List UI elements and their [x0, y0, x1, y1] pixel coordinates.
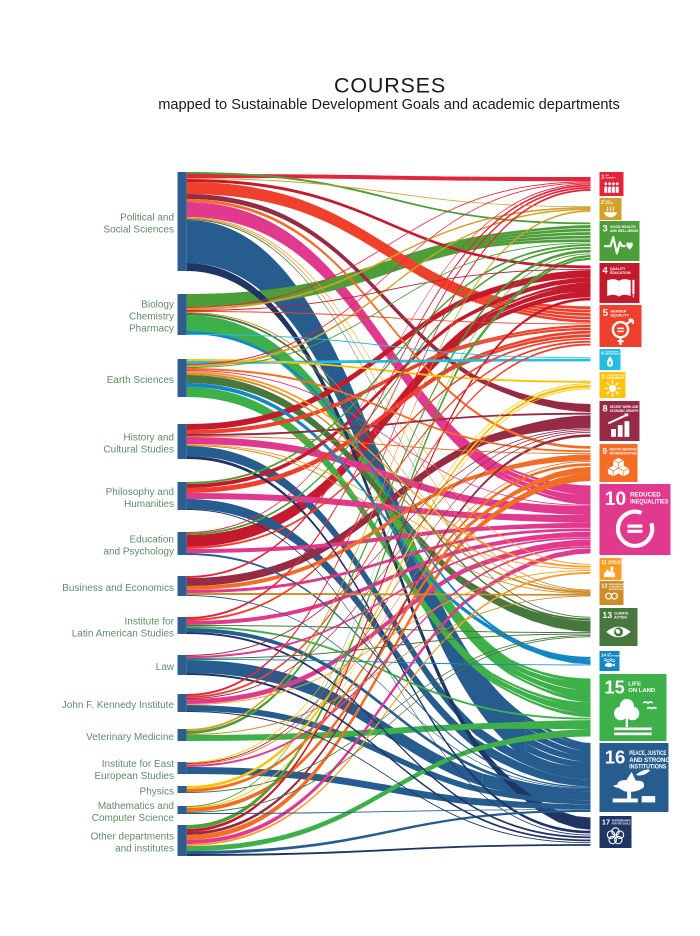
svg-text:12: 12 [601, 583, 607, 589]
svg-text:9: 9 [602, 446, 607, 456]
svg-text:CONSUMPTION: CONSUMPTION [609, 587, 625, 589]
svg-text:Humanities: Humanities [124, 499, 174, 510]
svg-text:AND COMMUNITIES: AND COMMUNITIES [608, 562, 621, 565]
svg-text:AND SANITATION: AND SANITATION [605, 353, 621, 356]
svg-text:History and: History and [123, 433, 174, 444]
svg-text:ACTION: ACTION [614, 615, 627, 619]
svg-text:LIFE: LIFE [607, 654, 612, 656]
svg-text:John F. Kennedy Institute: John F. Kennedy Institute [62, 700, 175, 711]
svg-text:8: 8 [603, 404, 608, 414]
svg-text:Business and Economics: Business and Economics [62, 583, 174, 594]
svg-text:Physics: Physics [140, 787, 174, 798]
svg-text:and institutes: and institutes [115, 844, 174, 855]
svg-text:POVERTY: POVERTY [606, 178, 617, 180]
svg-text:Cultural Studies: Cultural Studies [103, 445, 174, 456]
svg-text:PEACE, JUSTICE: PEACE, JUSTICE [629, 750, 666, 757]
svg-text:EQUALITY: EQUALITY [611, 313, 630, 317]
svg-text:ECONOMIC GROWTH: ECONOMIC GROWTH [610, 409, 639, 413]
svg-text:CLEAN ENERGY: CLEAN ENERGY [606, 377, 625, 380]
svg-text:17: 17 [602, 818, 610, 827]
svg-text:AFFORDABLE AND: AFFORDABLE AND [606, 375, 625, 378]
svg-text:Chemistry: Chemistry [129, 312, 174, 323]
svg-text:and Psychology: and Psychology [103, 547, 174, 558]
svg-text:Computer Science: Computer Science [92, 813, 175, 824]
svg-text:INDUSTRY, INNOVATION: INDUSTRY, INNOVATION [610, 448, 637, 452]
svg-text:REDUCED: REDUCED [630, 491, 661, 498]
svg-text:AND STRONG: AND STRONG [629, 757, 670, 764]
svg-text:BELOW WATER: BELOW WATER [607, 654, 621, 657]
svg-text:NO: NO [606, 175, 610, 177]
svg-text:Social Sciences: Social Sciences [103, 225, 174, 236]
svg-text:16: 16 [605, 746, 626, 767]
svg-text:QUALITY: QUALITY [610, 267, 626, 271]
svg-text:DECENT WORK AND: DECENT WORK AND [610, 405, 639, 409]
svg-text:Institute for: Institute for [125, 617, 175, 628]
svg-text:mapped to Sustainable Developm: mapped to Sustainable Development Goals … [158, 97, 620, 113]
svg-text:11: 11 [601, 560, 607, 566]
svg-text:Earth Sciences: Earth Sciences [107, 375, 174, 386]
svg-text:Veterinary Medicine: Veterinary Medicine [86, 732, 174, 743]
svg-text:ZERO: ZERO [605, 201, 611, 203]
svg-text:AND INFRASTRUCTURE: AND INFRASTRUCTURE [610, 451, 637, 455]
svg-text:GENDER: GENDER [611, 309, 627, 313]
svg-text:6: 6 [601, 351, 604, 357]
svg-text:HUNGER: HUNGER [605, 203, 614, 205]
svg-text:CLIMATE: CLIMATE [614, 612, 629, 616]
svg-text:ON LAND: ON LAND [628, 688, 655, 694]
svg-text:Political and: Political and [120, 213, 174, 224]
svg-text:Institute for East: Institute for East [102, 759, 174, 770]
svg-text:INEQUALITIES: INEQUALITIES [630, 498, 668, 505]
svg-text:GOOD HEALTH: GOOD HEALTH [610, 225, 636, 229]
svg-text:COURSES: COURSES [334, 74, 446, 98]
svg-text:CLEAN WATER: CLEAN WATER [605, 351, 619, 354]
svg-text:INSTITUTIONS: INSTITUTIONS [629, 764, 666, 771]
svg-text:4: 4 [603, 266, 609, 276]
svg-text:Education: Education [130, 535, 174, 546]
svg-text:Other departments: Other departments [91, 832, 174, 843]
svg-text:14: 14 [601, 652, 607, 657]
svg-text:AND WELL-BEING: AND WELL-BEING [610, 229, 639, 233]
svg-text:15: 15 [605, 678, 625, 698]
svg-text:Biology: Biology [141, 300, 174, 311]
svg-text:PARTNERSHIPS: PARTNERSHIPS [612, 819, 631, 823]
svg-text:Mathematics and: Mathematics and [98, 801, 174, 812]
svg-text:Philosophy and: Philosophy and [106, 487, 174, 498]
svg-text:Latin American Studies: Latin American Studies [72, 629, 174, 640]
svg-text:European Studies: European Studies [94, 771, 174, 782]
svg-text:AND PRODUCTION: AND PRODUCTION [609, 588, 623, 591]
svg-text:3: 3 [603, 224, 608, 234]
svg-text:1: 1 [601, 174, 604, 180]
svg-text:Pharmacy: Pharmacy [129, 324, 174, 335]
svg-text:LIFE: LIFE [628, 682, 641, 688]
svg-text:RESPONSIBLE: RESPONSIBLE [609, 584, 625, 586]
svg-text:FOR THE GOALS: FOR THE GOALS [612, 822, 631, 826]
svg-text:Law: Law [156, 662, 175, 673]
svg-text:10: 10 [605, 489, 626, 510]
svg-text:2: 2 [601, 200, 604, 206]
svg-text:EDUCATION: EDUCATION [610, 271, 631, 275]
svg-text:13: 13 [602, 610, 612, 620]
svg-text:7: 7 [602, 375, 606, 381]
svg-text:5: 5 [603, 308, 609, 319]
svg-text:SUSTAINABLE CITIES: SUSTAINABLE CITIES [608, 560, 621, 563]
